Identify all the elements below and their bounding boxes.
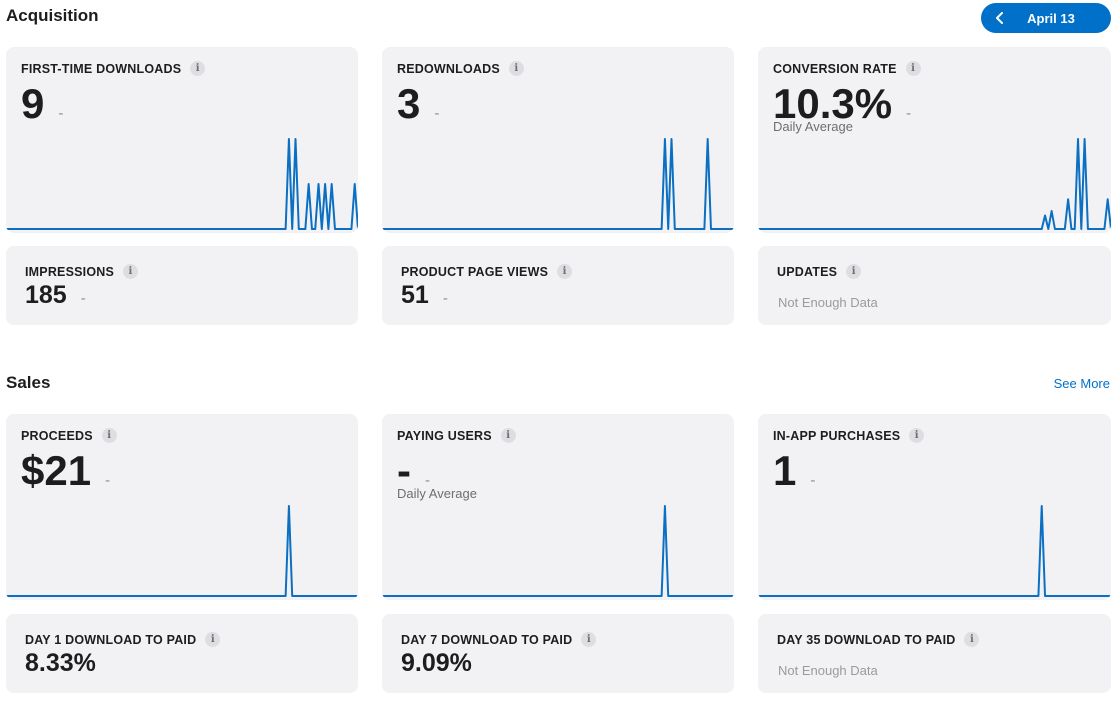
trend-indicator: - xyxy=(105,472,111,489)
sparkline-line xyxy=(382,505,734,597)
sparkline-chart xyxy=(6,138,358,230)
card-label: CONVERSION RATE xyxy=(773,61,897,76)
sparkline-line xyxy=(6,505,358,597)
metric-value: 8.33% xyxy=(25,649,96,677)
sparkline-line xyxy=(758,138,1111,230)
info-icon[interactable]: i xyxy=(909,428,925,443)
not-enough-data-note: Not Enough Data xyxy=(778,295,878,310)
chevron-left-icon xyxy=(996,12,1003,24)
in-app-purchases-card[interactable]: IN-APP PURCHASES i 1- xyxy=(758,414,1111,600)
info-icon[interactable]: i xyxy=(581,632,597,647)
info-icon[interactable]: i xyxy=(205,632,221,647)
date-selector-button[interactable]: April 13 xyxy=(981,3,1111,33)
paying-users-card[interactable]: PAYING USERS i -- Daily Average xyxy=(382,414,734,600)
trend-indicator: - xyxy=(906,105,912,122)
day1-download-to-paid-card[interactable]: DAY 1 DOWNLOAD TO PAID i 8.33% xyxy=(6,614,358,693)
daily-average-label: Daily Average xyxy=(397,486,477,501)
day35-download-to-paid-card[interactable]: DAY 35 DOWNLOAD TO PAID i Not Enough Data xyxy=(758,614,1111,693)
metric-value: 9 xyxy=(21,80,45,127)
trend-indicator: - xyxy=(442,290,448,307)
info-icon[interactable]: i xyxy=(905,61,921,76)
card-label: DAY 7 DOWNLOAD TO PAID xyxy=(401,632,573,647)
impressions-card[interactable]: IMPRESSIONS i 185- xyxy=(6,246,358,325)
first-time-downloads-card[interactable]: FIRST-TIME DOWNLOADS i 9- xyxy=(6,47,358,233)
date-label: April 13 xyxy=(1027,10,1075,26)
metric-value: 51 xyxy=(401,281,429,309)
metric-value: 1 xyxy=(773,447,797,494)
info-icon[interactable]: i xyxy=(190,61,206,76)
card-label: UPDATES xyxy=(777,264,838,279)
sparkline-chart xyxy=(382,138,734,230)
conversion-rate-card[interactable]: CONVERSION RATE i 10.3% - Daily Average xyxy=(758,47,1111,233)
card-label: PROCEEDS xyxy=(21,428,93,443)
daily-average-label: Daily Average xyxy=(773,119,853,134)
card-label: FIRST-TIME DOWNLOADS xyxy=(21,61,182,76)
card-label: PRODUCT PAGE VIEWS xyxy=(401,264,549,279)
redownloads-card[interactable]: REDOWNLOADS i 3- xyxy=(382,47,734,233)
acquisition-title: Acquisition xyxy=(6,6,99,25)
info-icon[interactable]: i xyxy=(846,264,862,279)
metric-value: 9.09% xyxy=(401,649,472,677)
see-more-link[interactable]: See More xyxy=(1053,376,1110,391)
card-label: DAY 1 DOWNLOAD TO PAID xyxy=(25,632,197,647)
info-icon[interactable]: i xyxy=(101,428,117,443)
metric-value: 10.3% xyxy=(773,80,893,127)
metric-value: - xyxy=(397,447,411,494)
card-label: IMPRESSIONS xyxy=(25,264,115,279)
trend-indicator: - xyxy=(80,290,86,307)
metric-value: 185 xyxy=(25,281,67,309)
info-icon[interactable]: i xyxy=(508,61,524,76)
sparkline-chart xyxy=(758,505,1111,597)
trend-indicator: - xyxy=(58,105,64,122)
trend-indicator: - xyxy=(810,472,816,489)
sparkline-line xyxy=(758,505,1111,597)
trend-indicator: - xyxy=(425,472,430,489)
metric-value: $21 xyxy=(21,447,92,494)
day7-download-to-paid-card[interactable]: DAY 7 DOWNLOAD TO PAID i 9.09% xyxy=(382,614,734,693)
card-label: REDOWNLOADS xyxy=(397,61,500,76)
trend-indicator: - xyxy=(434,105,440,122)
metric-value: 3 xyxy=(397,80,421,127)
info-icon[interactable]: i xyxy=(500,428,516,443)
product-page-views-card[interactable]: PRODUCT PAGE VIEWS i 51- xyxy=(382,246,734,325)
not-enough-data-note: Not Enough Data xyxy=(778,663,878,678)
card-label: DAY 35 DOWNLOAD TO PAID xyxy=(777,632,956,647)
sales-title: Sales xyxy=(6,373,51,392)
info-icon[interactable]: i xyxy=(123,264,139,279)
sparkline-chart xyxy=(6,505,358,597)
proceeds-card[interactable]: PROCEEDS i $21- xyxy=(6,414,358,600)
sparkline-line xyxy=(382,138,734,230)
sparkline-line xyxy=(6,138,358,230)
card-label: PAYING USERS xyxy=(397,428,492,443)
info-icon[interactable]: i xyxy=(557,264,573,279)
card-label: IN-APP PURCHASES xyxy=(773,428,901,443)
sparkline-chart xyxy=(758,138,1111,230)
info-icon[interactable]: i xyxy=(964,632,980,647)
sparkline-chart xyxy=(382,505,734,597)
updates-card[interactable]: UPDATES i Not Enough Data xyxy=(758,246,1111,325)
